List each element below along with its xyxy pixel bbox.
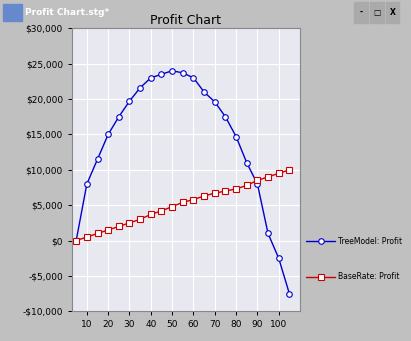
Text: -: - xyxy=(360,8,363,17)
Text: BaseRate: Profit: BaseRate: Profit xyxy=(338,272,399,281)
FancyBboxPatch shape xyxy=(354,2,368,23)
FancyBboxPatch shape xyxy=(386,2,399,23)
Text: X: X xyxy=(390,8,395,17)
Text: □: □ xyxy=(373,8,381,17)
Title: Profit Chart: Profit Chart xyxy=(150,14,222,27)
FancyBboxPatch shape xyxy=(370,2,384,23)
Text: Profit Chart.stg*: Profit Chart.stg* xyxy=(25,8,110,17)
Text: TreeModel: Profit: TreeModel: Profit xyxy=(338,237,402,246)
FancyBboxPatch shape xyxy=(3,4,22,21)
